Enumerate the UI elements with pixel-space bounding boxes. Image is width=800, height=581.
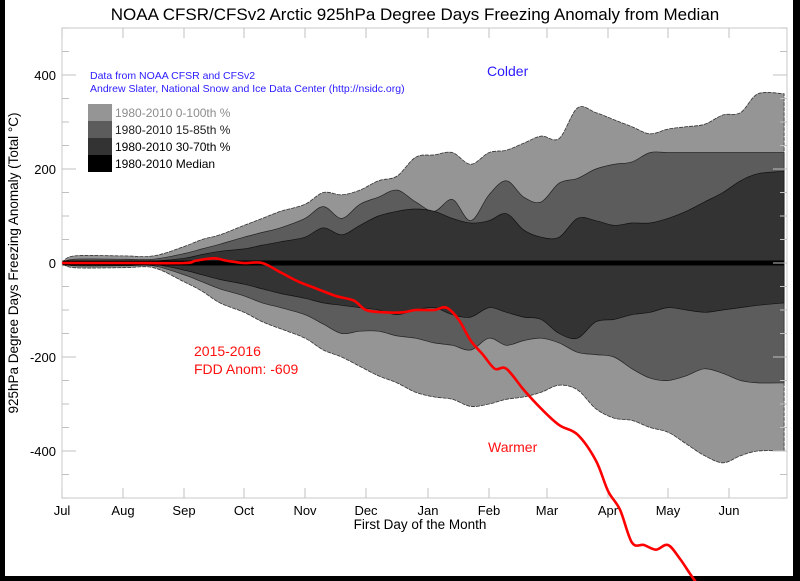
x-tick-label: Aug bbox=[111, 503, 134, 518]
y-axis-label: 925hPa Degree Days Freezing Anomaly (Tot… bbox=[6, 112, 21, 413]
legend-label: 1980-2010 0-100th % bbox=[115, 106, 231, 120]
x-tick-label: May bbox=[656, 503, 681, 518]
x-tick-label: Apr bbox=[598, 503, 619, 518]
legend-label: 1980-2010 15-85th % bbox=[115, 123, 231, 137]
annotation-season: 2015-2016 bbox=[194, 343, 261, 359]
y-tick-label: 200 bbox=[34, 162, 56, 177]
annotation-colder: Colder bbox=[487, 63, 529, 79]
x-tick-label: Oct bbox=[234, 503, 255, 518]
x-tick-label: Feb bbox=[478, 503, 500, 518]
legend: 1980-2010 0-100th % 1980-2010 15-85th % 19… bbox=[88, 104, 231, 172]
x-axis-label: First Day of the Month bbox=[354, 517, 487, 532]
legend-swatch bbox=[88, 104, 112, 121]
highlight-series-group bbox=[62, 257, 697, 581]
credit-line-2: Andrew Slater, National Snow and Ice Dat… bbox=[90, 83, 405, 95]
band-30-70th bbox=[62, 170, 785, 340]
percentile-bands bbox=[62, 92, 785, 464]
y-tick-label: 400 bbox=[34, 68, 56, 83]
y-tick-label: -400 bbox=[30, 444, 56, 459]
x-tick-label: Jul bbox=[54, 503, 71, 518]
axes: Jul Aug Sep Oct Nov Dec Jan Feb Mar Apr May Jun -400… bbox=[30, 27, 788, 518]
legend-swatch bbox=[88, 155, 112, 172]
x-tick-label: Mar bbox=[536, 503, 559, 518]
y-tick-label: -200 bbox=[30, 350, 56, 365]
x-tick-label: Sep bbox=[172, 503, 195, 518]
legend-swatch bbox=[88, 121, 112, 138]
legend-swatch bbox=[88, 138, 112, 155]
legend-label: 1980-2010 30-70th % bbox=[115, 140, 231, 154]
credit-line-1: Data from NOAA CFSR and CFSv2 bbox=[90, 70, 255, 82]
chart-title: NOAA CFSR/CFSv2 Arctic 925hPa Degree Day… bbox=[111, 5, 719, 24]
annotation-fdd-anom: FDD Anom: -609 bbox=[194, 361, 298, 377]
x-tick-label: Jan bbox=[418, 503, 439, 518]
x-tick-label: Dec bbox=[354, 503, 378, 518]
highlight-line-2015-2016 bbox=[62, 257, 697, 581]
x-tick-label: Nov bbox=[293, 503, 317, 518]
x-tick-label: Jun bbox=[719, 503, 740, 518]
legend-label: 1980-2010 Median bbox=[115, 157, 215, 171]
y-tick-label: 0 bbox=[49, 256, 56, 271]
annotation-warmer: Warmer bbox=[488, 439, 538, 455]
